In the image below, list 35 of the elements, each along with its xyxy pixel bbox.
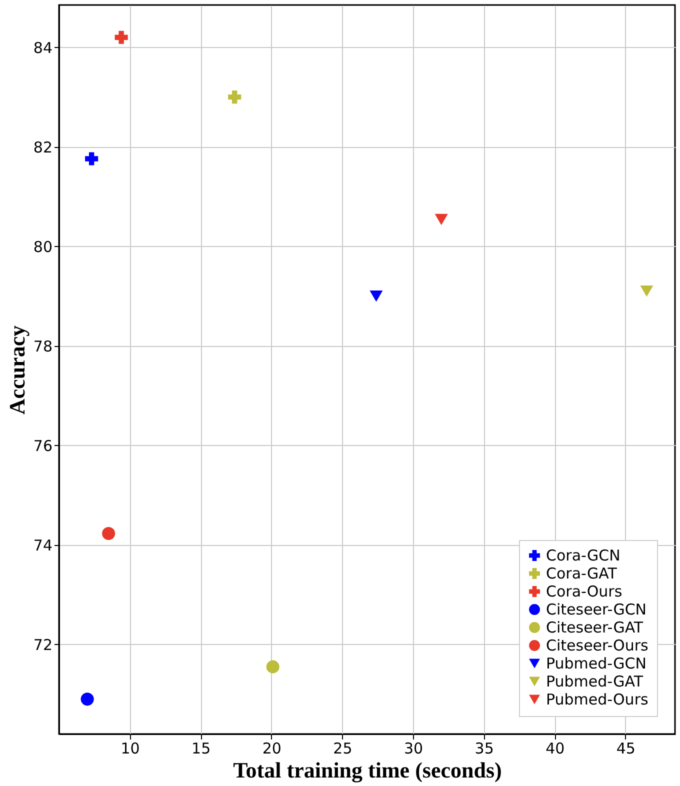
y-tick-label: 82 xyxy=(33,138,52,156)
point xyxy=(85,152,98,166)
point xyxy=(80,692,94,706)
point xyxy=(266,660,280,674)
legend-label: Cora-GCN xyxy=(546,546,620,564)
legend-label: Pubmed-Ours xyxy=(546,690,648,708)
legend-label: Cora-GAT xyxy=(546,564,618,582)
y-tick-label: 84 xyxy=(33,38,52,57)
point xyxy=(434,214,448,226)
x-tick-label: 45 xyxy=(616,740,636,758)
x-tick-label: 35 xyxy=(474,740,494,758)
x-tick-label: 40 xyxy=(546,740,565,758)
y-tick-label: 76 xyxy=(33,436,52,455)
point xyxy=(640,285,654,297)
point xyxy=(370,290,383,302)
x-tick-label: 15 xyxy=(192,740,211,758)
legend-label: Pubmed-GAT xyxy=(546,672,644,690)
point xyxy=(102,526,116,540)
y-tick-label: 78 xyxy=(33,337,52,356)
point xyxy=(228,90,242,104)
legend-label: Cora-Ours xyxy=(546,582,622,600)
legend-label: Pubmed-GCN xyxy=(546,654,646,672)
point xyxy=(114,30,128,44)
y-tick-label: 72 xyxy=(33,636,52,654)
legend-label: Citeseer-GCN xyxy=(546,600,647,618)
legend-label: Citeseer-Ours xyxy=(546,636,649,654)
y-tick-label: 80 xyxy=(33,238,52,256)
x-tick-label: 10 xyxy=(120,740,140,758)
x-tick-label: 30 xyxy=(404,740,424,758)
x-axis-title: Total training time (seconds) xyxy=(233,758,502,782)
y-tick-label: 74 xyxy=(33,536,52,554)
y-axis-title: Accuracy xyxy=(4,325,30,415)
x-tick-label: 25 xyxy=(333,740,352,758)
legend-label: Citeseer-GAT xyxy=(546,618,644,636)
x-tick-label: 20 xyxy=(262,740,282,758)
